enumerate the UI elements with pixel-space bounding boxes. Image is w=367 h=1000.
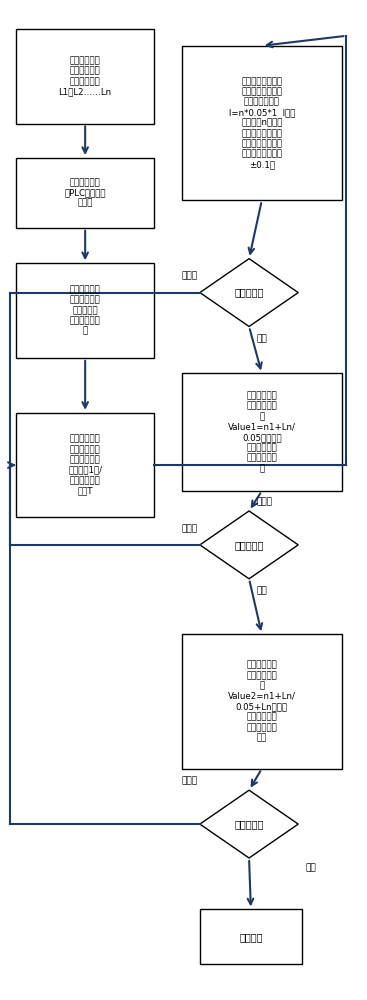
Text: 开始上物料运
行，并查看公
式
Value2=n1+Ln/
0.05+Ln计算结
果和实际扭轮
回正是否按照
预期: 开始上物料运 行，并查看公 式 Value2=n1+Ln/ 0.05+Ln计算结… xyxy=(228,661,296,742)
Text: 不满足: 不满足 xyxy=(256,497,272,506)
FancyBboxPatch shape xyxy=(182,46,342,200)
Text: 根据已知物料长度
校验速度是否达到
要求，按照公式
l=n*0.05*1  l是物
料长度，n为脉冲
值，把物料放入设
备中，看测量值和
实际值偏差是否在
±0: 根据已知物料长度 校验速度是否达到 要求，按照公式 l=n*0.05*1 l是物… xyxy=(229,77,295,169)
Text: 结果偏差？: 结果偏差？ xyxy=(235,540,264,550)
Polygon shape xyxy=(200,259,298,326)
Text: 不满足: 不满足 xyxy=(182,776,198,785)
Text: 设置扭轮控制
器的参数，电
机铭牌、转
速、加减速时
间: 设置扭轮控制 器的参数，电 机铭牌、转 速、加减速时 间 xyxy=(70,285,101,336)
Polygon shape xyxy=(200,790,298,858)
FancyBboxPatch shape xyxy=(16,263,155,358)
FancyBboxPatch shape xyxy=(182,373,342,491)
Text: 调整参数使扭
轮在内的所以
输送机的输送
速度达到1米/
秒，并且周期
时间T: 调整参数使扭 轮在内的所以 输送机的输送 速度达到1米/ 秒，并且周期 时间T xyxy=(68,435,102,496)
Text: 将测量数据填
入PLC的相应数
据区中: 将测量数据填 入PLC的相应数 据区中 xyxy=(65,178,106,208)
Text: 不满足: 不满足 xyxy=(182,524,198,533)
Text: 满足: 满足 xyxy=(305,863,316,872)
Text: 方法结束: 方法结束 xyxy=(239,932,263,942)
Text: 满足: 满足 xyxy=(256,334,267,343)
FancyBboxPatch shape xyxy=(182,634,342,769)
Text: 结果偏差？: 结果偏差？ xyxy=(235,819,264,829)
Text: 开始上物料运
行，并查看公
式
Value1=n1+Ln/
0.05计算结果
和实际扭轮偏
转是否按照预
期: 开始上物料运 行，并查看公 式 Value1=n1+Ln/ 0.05计算结果 和… xyxy=(228,391,296,473)
Text: 不满足: 不满足 xyxy=(182,272,198,281)
Polygon shape xyxy=(200,511,298,579)
FancyBboxPatch shape xyxy=(200,909,302,964)
FancyBboxPatch shape xyxy=(16,29,155,124)
FancyBboxPatch shape xyxy=(16,413,155,517)
Text: 测量入口检测
传感器到各级
扭转轮的距离
L1、L2……Ln: 测量入口检测 传感器到各级 扭转轮的距离 L1、L2……Ln xyxy=(59,56,112,96)
Text: 结果偏差？: 结果偏差？ xyxy=(235,288,264,298)
FancyBboxPatch shape xyxy=(16,158,155,228)
Text: 满足: 满足 xyxy=(256,587,267,596)
